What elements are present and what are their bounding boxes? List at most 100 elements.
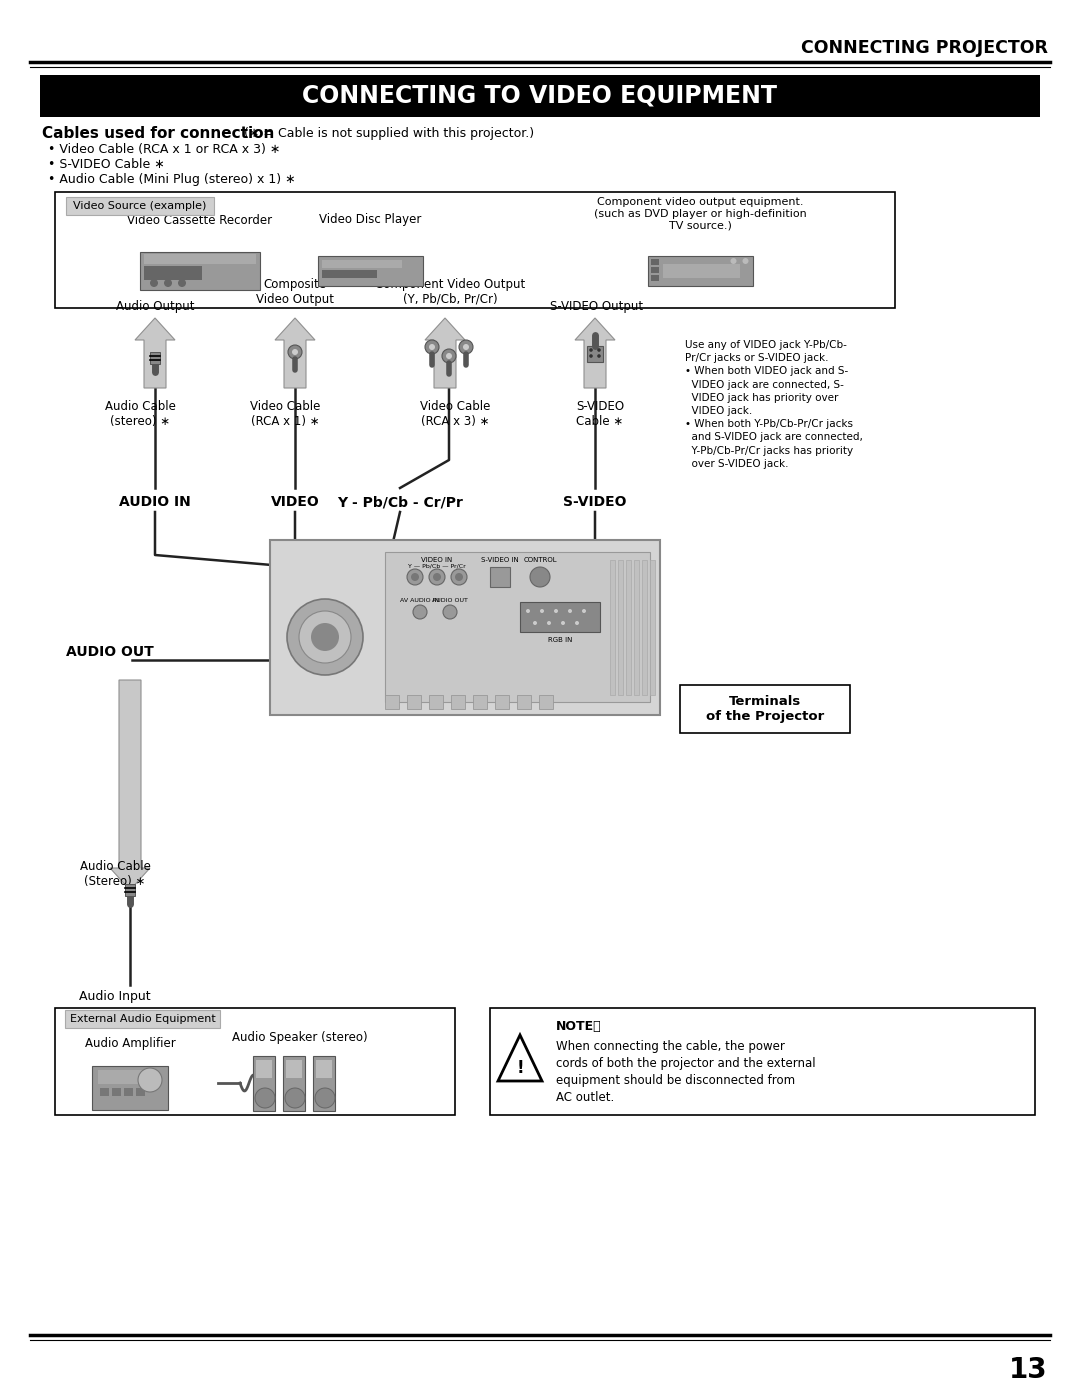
Text: Use any of VIDEO jack Y-Pb/Cb-
Pr/Cr jacks or S-VIDEO jack.
• When both VIDEO ja: Use any of VIDEO jack Y-Pb/Cb- Pr/Cr jac… [685, 339, 863, 469]
Bar [66, 197, 214, 215]
Polygon shape [575, 319, 615, 388]
Circle shape [164, 279, 172, 286]
Bar [270, 541, 660, 715]
Circle shape [590, 348, 593, 352]
Circle shape [451, 569, 467, 585]
Circle shape [575, 622, 579, 624]
Text: CONNECTING PROJECTOR: CONNECTING PROJECTOR [801, 39, 1048, 57]
Text: Audio Cable
(stereo) ∗: Audio Cable (stereo) ∗ [105, 400, 175, 427]
Bar [112, 1088, 121, 1097]
Bar [40, 75, 1040, 117]
Bar [610, 560, 615, 694]
Bar [55, 191, 895, 307]
Text: S-VIDEO IN: S-VIDEO IN [481, 557, 518, 563]
Bar [98, 1070, 141, 1084]
Text: VIDEO IN: VIDEO IN [421, 557, 453, 563]
Bar [286, 1060, 302, 1078]
Text: Video Cable
(RCA x 3) ∗: Video Cable (RCA x 3) ∗ [420, 400, 490, 427]
Circle shape [285, 1088, 305, 1108]
Text: S-VIDEO
Cable ∗: S-VIDEO Cable ∗ [576, 400, 624, 427]
Bar [473, 694, 487, 710]
Text: • Video Cable (RCA x 1 or RCA x 3) ∗: • Video Cable (RCA x 1 or RCA x 3) ∗ [48, 144, 281, 156]
Bar [680, 685, 850, 733]
Bar [429, 694, 443, 710]
Circle shape [582, 609, 586, 613]
Bar [55, 1009, 455, 1115]
Text: Y — Pb/Cb — Pr/Cr: Y — Pb/Cb — Pr/Cr [408, 563, 465, 569]
Text: AV AUDIO IN: AV AUDIO IN [401, 598, 440, 602]
Bar [150, 352, 160, 365]
Text: (∗ = Cable is not supplied with this projector.): (∗ = Cable is not supplied with this pro… [244, 127, 535, 140]
Text: NOTE：: NOTE： [556, 1020, 602, 1032]
Bar [136, 1088, 145, 1097]
Text: Component Video Output
(Y, Pb/Cb, Pr/Cr): Component Video Output (Y, Pb/Cb, Pr/Cr) [375, 278, 525, 306]
Circle shape [150, 279, 158, 286]
Text: Composite
Video Output: Composite Video Output [256, 278, 334, 306]
Circle shape [597, 355, 600, 358]
Bar [490, 567, 510, 587]
Bar [407, 694, 421, 710]
Text: AUDIO OUT: AUDIO OUT [432, 598, 468, 602]
Circle shape [411, 573, 419, 581]
Circle shape [407, 569, 423, 585]
Polygon shape [135, 319, 175, 388]
Circle shape [554, 609, 558, 613]
Text: VIDEO: VIDEO [271, 495, 320, 509]
Circle shape [178, 279, 186, 286]
Circle shape [459, 339, 473, 353]
Bar [384, 694, 399, 710]
Text: AUDIO IN: AUDIO IN [119, 495, 191, 509]
Text: Audio Speaker (stereo): Audio Speaker (stereo) [232, 1031, 368, 1045]
Bar [517, 694, 531, 710]
Bar [490, 1009, 1035, 1115]
Circle shape [534, 622, 537, 624]
Bar [648, 256, 753, 286]
Circle shape [540, 609, 544, 613]
Circle shape [526, 609, 530, 613]
Polygon shape [275, 319, 315, 388]
Bar [662, 264, 740, 278]
Text: Audio Amplifier: Audio Amplifier [84, 1037, 175, 1049]
Circle shape [743, 258, 748, 264]
Bar [253, 1056, 275, 1111]
Bar [313, 1056, 335, 1111]
Text: Video Disc Player: Video Disc Player [319, 214, 421, 226]
Circle shape [315, 1088, 335, 1108]
Bar [318, 256, 422, 286]
Text: Audio Cable
(Stereo) ∗: Audio Cable (Stereo) ∗ [80, 861, 150, 888]
Polygon shape [498, 1035, 542, 1081]
Circle shape [442, 349, 456, 363]
Bar [92, 1066, 168, 1111]
Bar [144, 254, 256, 264]
Circle shape [311, 623, 339, 651]
Circle shape [292, 349, 298, 355]
Text: RGB IN: RGB IN [548, 637, 572, 643]
Text: CONNECTING TO VIDEO EQUIPMENT: CONNECTING TO VIDEO EQUIPMENT [302, 84, 778, 108]
Text: Video Source (example): Video Source (example) [73, 201, 206, 211]
Text: External Audio Equipment: External Audio Equipment [70, 1014, 216, 1024]
Circle shape [429, 569, 445, 585]
Circle shape [455, 573, 463, 581]
Bar [642, 560, 647, 694]
Circle shape [730, 258, 737, 264]
Polygon shape [426, 319, 465, 388]
Text: • Audio Cable (Mini Plug (stereo) x 1) ∗: • Audio Cable (Mini Plug (stereo) x 1) ∗ [48, 173, 296, 187]
Bar [634, 560, 639, 694]
Text: AUDIO OUT: AUDIO OUT [66, 645, 153, 659]
Bar [451, 694, 465, 710]
Circle shape [568, 609, 572, 613]
Circle shape [546, 622, 551, 624]
Bar [256, 1060, 272, 1078]
Text: CONTROL: CONTROL [523, 557, 557, 563]
Bar [384, 552, 650, 703]
Bar [588, 346, 603, 362]
Bar [650, 267, 659, 272]
Bar [495, 694, 509, 710]
Bar [316, 1060, 332, 1078]
Text: !: ! [516, 1059, 524, 1077]
Bar [650, 560, 654, 694]
Circle shape [138, 1067, 162, 1092]
Bar [144, 265, 202, 279]
Circle shape [288, 345, 302, 359]
Circle shape [561, 622, 565, 624]
